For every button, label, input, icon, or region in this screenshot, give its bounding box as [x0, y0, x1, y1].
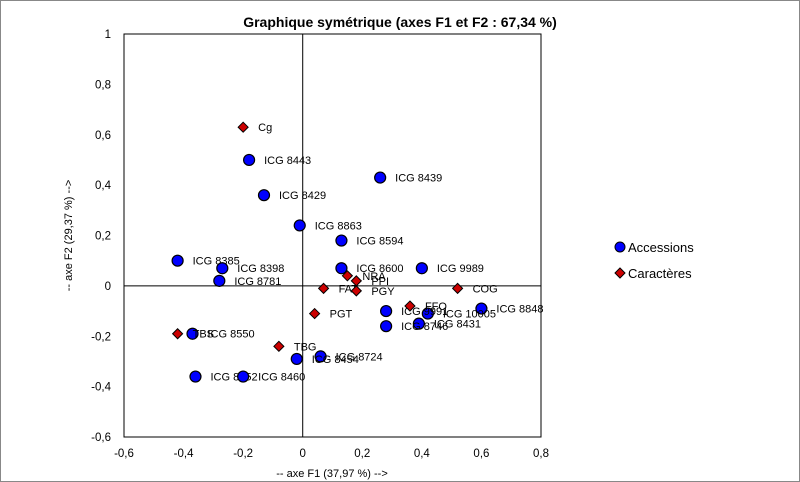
- y-tick-label: -0,4: [91, 382, 111, 394]
- point-label: ICG 8352: [210, 372, 257, 384]
- point-label: PPI: [371, 276, 389, 288]
- x-tick-label: -0,2: [233, 448, 253, 460]
- character-point: [237, 121, 249, 133]
- point-label: ICG 8385: [193, 256, 240, 268]
- point-label: ICG 8781: [234, 276, 281, 288]
- accession-point: [421, 307, 434, 320]
- character-point: [171, 328, 184, 340]
- point-label: ICG 8439: [395, 173, 442, 185]
- accession-point: [293, 219, 306, 232]
- y-tick-label: 1: [105, 29, 111, 41]
- point-label: ICG 8724: [336, 351, 383, 363]
- x-tick-labels: -0,6 -0,4 -0,2 0 0,2 0,4 0,6 0,8: [114, 448, 549, 460]
- x-tick-label: 0,6: [473, 448, 489, 460]
- y-tick-label: 0,2: [95, 231, 111, 243]
- point-label: ICG 8460: [258, 372, 305, 384]
- character-point: [350, 285, 363, 297]
- legend: Accessions Caractères: [614, 240, 694, 281]
- accession-point: [314, 350, 327, 363]
- y-tick-label: -0,2: [91, 331, 111, 343]
- accession-point: [189, 370, 202, 383]
- y-tick-label: 0,4: [95, 180, 112, 192]
- point-label: TBG: [294, 341, 317, 353]
- accession-point: [243, 153, 256, 167]
- point-label: ICG 10005: [443, 309, 496, 321]
- x-tick-label: -0,6: [114, 448, 134, 460]
- accession-point: [380, 304, 393, 318]
- point-label: ICG 8398: [237, 263, 284, 275]
- accession-point: [213, 274, 226, 287]
- accession-point: [380, 320, 393, 333]
- point-label: ICG 8454: [312, 354, 359, 366]
- point-label: ICG 9989: [437, 263, 484, 275]
- point-label: ICG 8443: [264, 155, 311, 167]
- point-label: PGY: [371, 286, 395, 298]
- accession-point: [216, 262, 229, 275]
- accession-point: [475, 302, 488, 315]
- accession-point: [237, 370, 250, 383]
- point-label: ICG 8600: [356, 263, 403, 275]
- accession-point: [335, 262, 348, 275]
- point-label: ICG 9991: [401, 306, 448, 318]
- legend-entry-label: Caractères: [628, 266, 692, 281]
- accession-point: [374, 171, 387, 184]
- character-point: [404, 300, 416, 312]
- point-label: PGT: [330, 309, 353, 321]
- point-label: NRA: [362, 271, 386, 283]
- plot-area-frame: [123, 33, 542, 438]
- x-tick-label: 0,4: [414, 448, 431, 460]
- y-tick-labels: 1 0,8 0,6 0,4 0,2 0 -0,2 -0,4 -0,6: [91, 29, 111, 444]
- y-axis-title: -- axe F2 (29,37 %) -->: [63, 180, 75, 292]
- x-tick-label: -0,4: [174, 448, 194, 460]
- point-label: FFO: [425, 301, 447, 313]
- point-label: ICG 8594: [356, 236, 403, 248]
- zero-reference-lines: [124, 34, 541, 437]
- accession-point: [415, 262, 428, 275]
- accession-point: [186, 327, 199, 340]
- legend-entry-label: Accessions: [628, 240, 694, 255]
- data-points: ICG 8443 ICG 8439 ICG 8429 ICG 8863 ICG 8594…: [171, 121, 544, 384]
- x-tick-label: 0,8: [533, 448, 549, 460]
- character-point: [451, 282, 464, 295]
- legend-caracteres-marker: [614, 267, 626, 279]
- point-label: ICG 8550: [208, 329, 255, 341]
- point-label: ICG 8429: [279, 190, 326, 202]
- legend-accessions-marker: [614, 241, 626, 253]
- point-label: ICG 8863: [315, 220, 362, 232]
- character-point: [308, 307, 321, 320]
- x-tick-label: 0: [300, 448, 306, 460]
- chart-title: Graphique symétrique (axes F1 et F2 : 67…: [243, 14, 557, 30]
- accession-point: [257, 189, 271, 202]
- x-tick-label: 0,2: [354, 448, 370, 460]
- point-label: ICG 8746: [401, 321, 448, 333]
- y-tick-label: 0: [105, 281, 111, 293]
- accession-point: [171, 254, 184, 267]
- character-point: [341, 270, 354, 282]
- accession-point: [335, 234, 348, 247]
- character-point: [273, 340, 285, 353]
- y-tick-label: -0,6: [91, 432, 111, 444]
- y-tick-label: 0,8: [95, 79, 111, 91]
- point-label: ICG 8848: [496, 304, 543, 316]
- accession-point: [290, 352, 303, 366]
- accession-point: [412, 317, 425, 330]
- y-tick-label: 0,6: [95, 130, 111, 142]
- point-label: COG: [473, 283, 498, 295]
- point-label: ICG 8431: [434, 319, 481, 331]
- x-axis-title: -- axe F1 (37,97 %) -->: [276, 468, 388, 480]
- character-point: [317, 282, 330, 295]
- point-label: TBS: [193, 329, 214, 341]
- point-label: Cg: [258, 122, 272, 134]
